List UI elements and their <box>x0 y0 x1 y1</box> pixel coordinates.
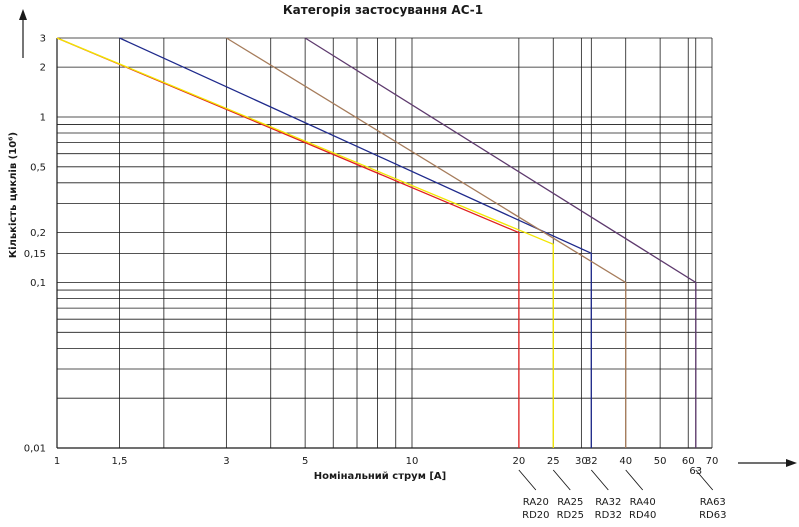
callout-leader <box>518 469 537 491</box>
x-tick-label: 50 <box>654 456 667 467</box>
y-tick-label: 0,1 <box>30 278 46 289</box>
callout-label: RD25 <box>557 510 584 521</box>
series-callouts: RA20 RD20 RA25 RD25 RA32 RD32 RA40 RD40 RA63 RD63 <box>518 469 726 521</box>
callout-label: RD32 <box>595 510 622 521</box>
series-line <box>304 37 697 448</box>
y-tick-label: 0,5 <box>30 162 46 173</box>
y-arrow-head <box>19 9 27 20</box>
x-tick-label: 70 <box>706 456 719 467</box>
x-axis-label: Номінальний струм [A] <box>314 471 447 482</box>
callout-leader <box>625 469 644 491</box>
x-tick-label: 25 <box>547 456 560 467</box>
callout-label: RA32 <box>595 497 621 508</box>
callout-leader <box>695 469 714 491</box>
grid <box>56 37 713 449</box>
chart-title: Категорія застосування AC-1 <box>283 3 483 17</box>
x-tick-label: 30 <box>575 456 588 467</box>
x-tick-label: 10 <box>406 456 419 467</box>
axes <box>19 9 797 467</box>
x-tick-label: 5 <box>302 456 308 467</box>
y-tick-label: 2 <box>40 63 46 74</box>
x-tick-label: 63 <box>689 466 702 477</box>
callout-label: RD63 <box>699 510 726 521</box>
callout-label: RD40 <box>629 510 656 521</box>
series-line <box>56 37 554 448</box>
callout-label: RA63 <box>700 497 726 508</box>
series-line <box>226 37 627 448</box>
series-lines <box>56 37 697 448</box>
x-tick-label: 60 <box>682 456 695 467</box>
y-tick-label: 1 <box>40 112 46 123</box>
x-tick-label: 1 <box>54 456 60 467</box>
y-tick-label: 0,01 <box>24 444 46 455</box>
x-tick-label: 40 <box>619 456 632 467</box>
y-axis-label: Кількість циклів (10⁶) <box>8 132 19 258</box>
y-tick-label: 0,2 <box>30 228 46 239</box>
x-tick-label: 32 <box>585 456 598 467</box>
callout-label: RA25 <box>557 497 583 508</box>
x-tick-label: 20 <box>512 456 525 467</box>
series-line <box>56 37 520 448</box>
callout-leader <box>552 469 571 491</box>
series-line <box>119 37 592 448</box>
callout-label: RA40 <box>630 497 656 508</box>
x-arrow-head <box>786 459 797 467</box>
x-tick-label: 3 <box>223 456 229 467</box>
callout-leader <box>590 469 609 491</box>
y-tick-label: 3 <box>40 34 46 45</box>
x-tick-label: 1,5 <box>112 456 128 467</box>
y-tick-label: 0,15 <box>24 249 46 260</box>
callout-label: RA20 <box>523 497 549 508</box>
callout-label: RD20 <box>522 510 549 521</box>
